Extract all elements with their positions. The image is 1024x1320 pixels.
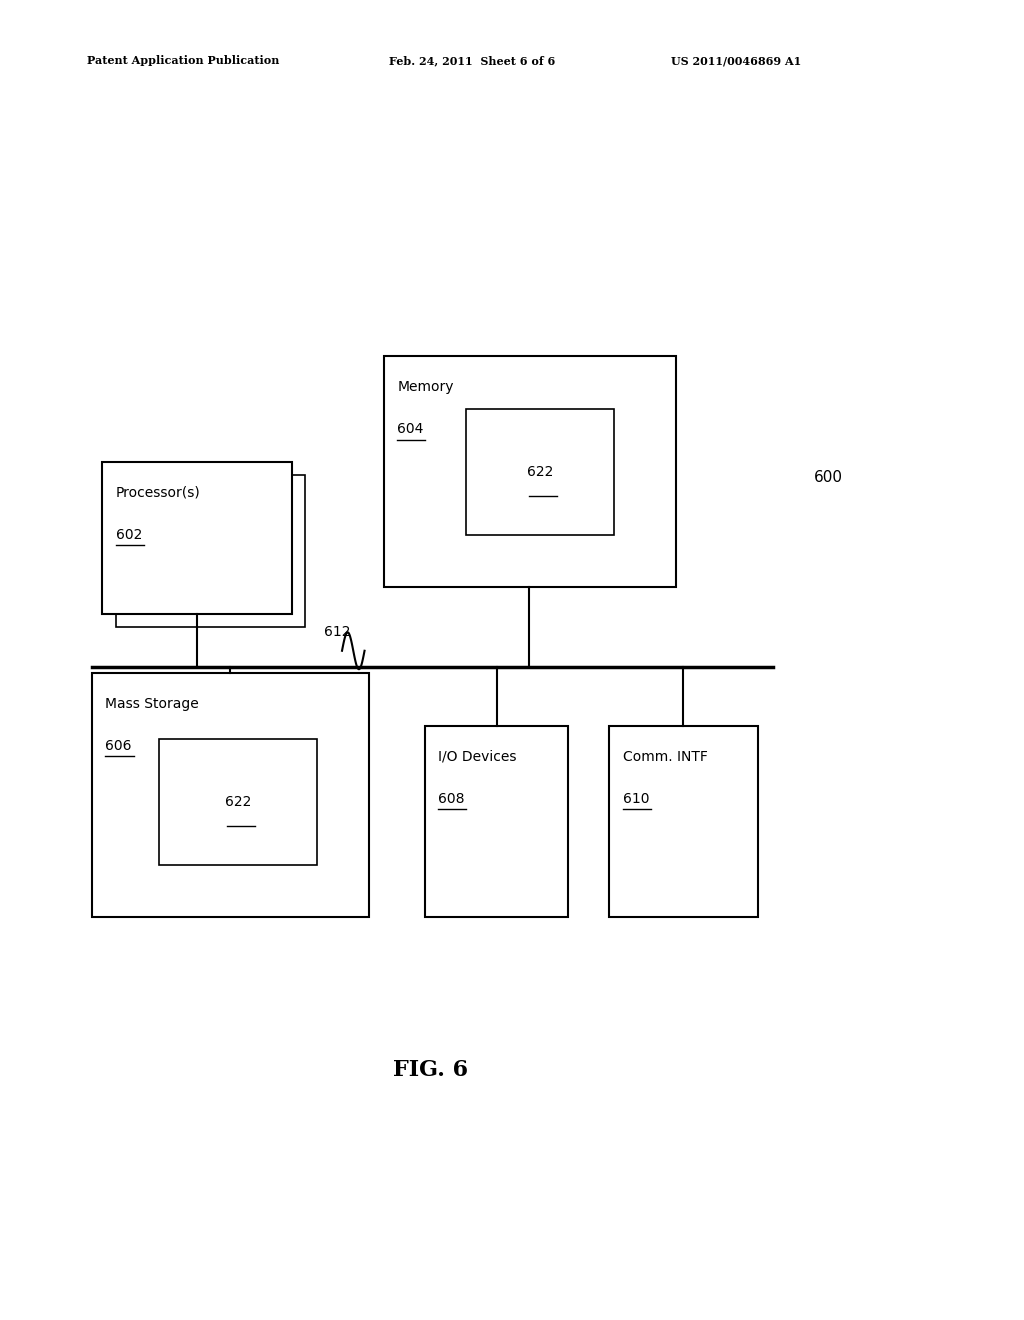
Text: 608: 608 bbox=[438, 792, 465, 807]
Text: 622: 622 bbox=[527, 465, 553, 479]
Text: I/O Devices: I/O Devices bbox=[438, 750, 517, 764]
Text: 612: 612 bbox=[324, 626, 350, 639]
Bar bbox=[102, 462, 292, 614]
Text: 600: 600 bbox=[814, 470, 843, 484]
Bar bbox=[609, 726, 758, 917]
Text: 606: 606 bbox=[105, 739, 132, 754]
Bar bbox=[159, 739, 317, 865]
Text: 622: 622 bbox=[225, 795, 251, 809]
Text: Memory: Memory bbox=[397, 380, 454, 395]
Text: Patent Application Publication: Patent Application Publication bbox=[87, 55, 280, 66]
Text: Comm. INTF: Comm. INTF bbox=[623, 750, 708, 764]
Bar bbox=[466, 409, 614, 535]
Bar bbox=[92, 673, 369, 917]
Text: 610: 610 bbox=[623, 792, 649, 807]
Text: Feb. 24, 2011  Sheet 6 of 6: Feb. 24, 2011 Sheet 6 of 6 bbox=[389, 55, 555, 66]
Text: Mass Storage: Mass Storage bbox=[105, 697, 200, 711]
Bar bbox=[384, 356, 676, 587]
Bar bbox=[425, 726, 568, 917]
Text: Processor(s): Processor(s) bbox=[116, 486, 201, 500]
Text: US 2011/0046869 A1: US 2011/0046869 A1 bbox=[671, 55, 801, 66]
Bar bbox=[116, 475, 305, 627]
Text: 604: 604 bbox=[397, 422, 424, 437]
Text: FIG. 6: FIG. 6 bbox=[392, 1059, 468, 1081]
Text: 602: 602 bbox=[116, 528, 142, 543]
